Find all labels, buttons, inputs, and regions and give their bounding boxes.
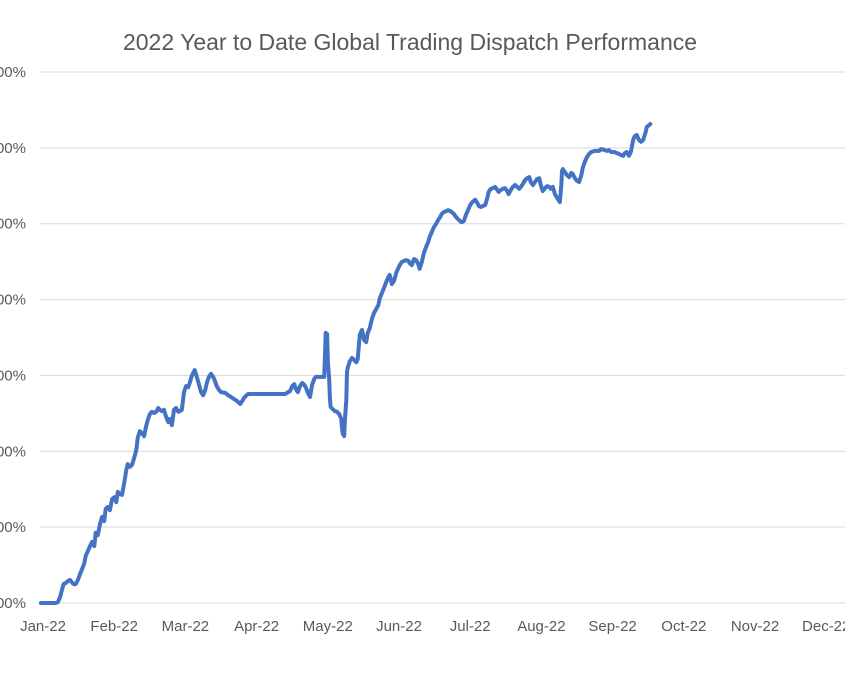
x-axis-labels: Jan-22 Feb-22 Mar-22 Apr-22 May-22 Jun-22 Jul-… bbox=[20, 618, 845, 635]
x-axis-label: Mar-22 bbox=[162, 618, 210, 635]
y-axis-label: 00% bbox=[0, 216, 26, 233]
performance-line bbox=[38, 122, 653, 605]
x-axis-label: Aug-22 bbox=[517, 618, 565, 635]
y-axis-label: 00% bbox=[0, 595, 26, 612]
x-axis-label: Feb-22 bbox=[90, 618, 138, 635]
y-axis-label: 00% bbox=[0, 367, 26, 384]
x-axis-label: Sep-22 bbox=[588, 618, 636, 635]
x-axis-label: Dec-22 bbox=[802, 618, 845, 635]
y-axis-label: 00% bbox=[0, 140, 26, 157]
y-axis-label: 00% bbox=[0, 292, 26, 309]
x-axis-label: May-22 bbox=[303, 618, 353, 635]
y-axis-labels: 00% 00% 00% 00% 00% 00% 00% 00% bbox=[0, 64, 26, 612]
x-axis-label: Oct-22 bbox=[661, 618, 706, 635]
gridlines-layer bbox=[40, 71, 845, 604]
x-axis-label: Jan-22 bbox=[20, 618, 66, 635]
y-axis-label: 00% bbox=[0, 519, 26, 536]
y-axis-label: 00% bbox=[0, 64, 26, 81]
x-axis-label: Nov-22 bbox=[731, 618, 779, 635]
x-axis-label: Jun-22 bbox=[376, 618, 422, 635]
y-axis-label: 00% bbox=[0, 443, 26, 460]
chart-title: 2022 Year to Date Global Trading Dispatc… bbox=[123, 29, 697, 55]
x-axis-label: Jul-22 bbox=[450, 618, 491, 635]
x-axis-label: Apr-22 bbox=[234, 618, 279, 635]
